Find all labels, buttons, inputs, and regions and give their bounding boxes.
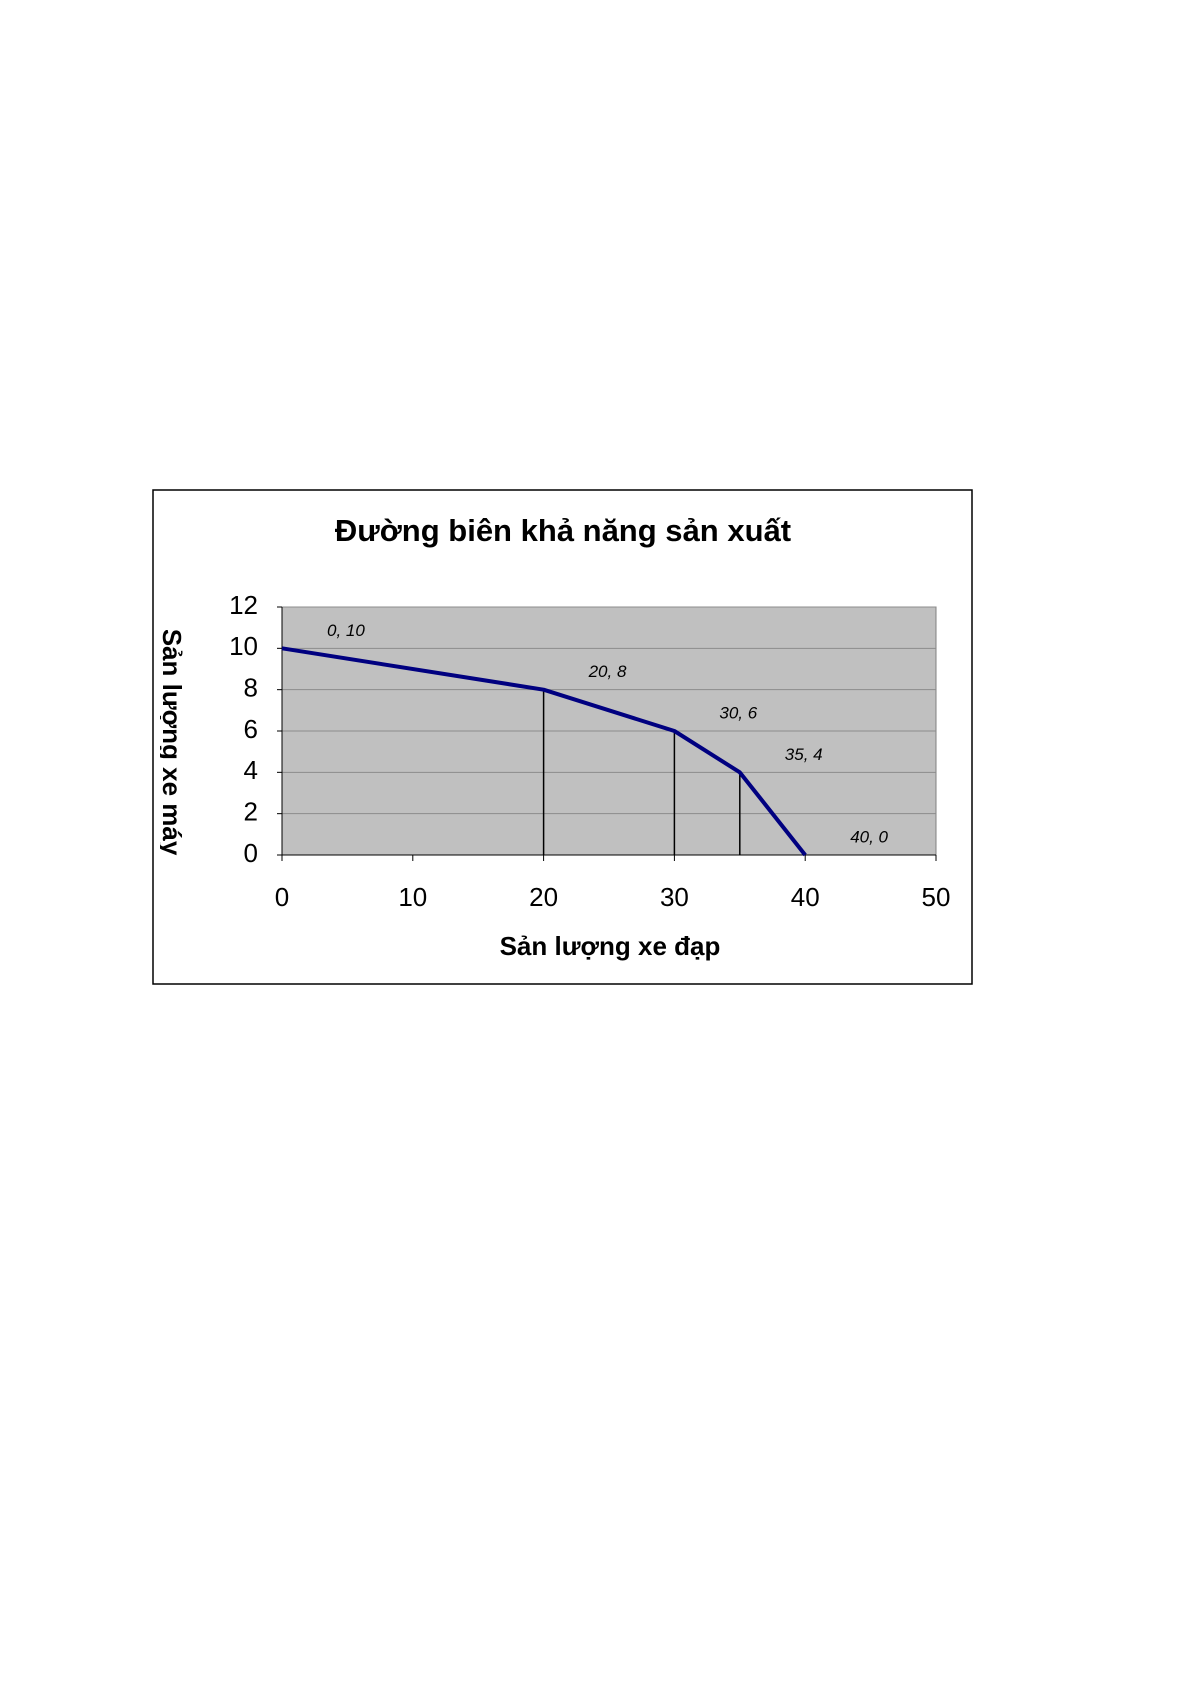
chart-title: Đường biên khả năng sản xuất [335, 513, 791, 548]
x-tick-label: 20 [529, 882, 558, 912]
series-line [281, 646, 807, 857]
data-label: 30, 6 [719, 703, 757, 722]
data-label: 0, 10 [327, 621, 365, 640]
x-tick-label: 50 [922, 882, 951, 912]
x-tick-label: 40 [791, 882, 820, 912]
x-tick-label: 0 [275, 882, 289, 912]
y-tick-label: 0 [244, 838, 258, 868]
data-label: 35, 4 [785, 745, 823, 764]
y-tick-label: 4 [244, 755, 258, 785]
x-tick-label: 10 [398, 882, 427, 912]
y-tick-label: 6 [244, 714, 258, 744]
y-tick-label: 8 [244, 673, 258, 703]
y-tick-label: 2 [244, 797, 258, 827]
data-label: 40, 0 [850, 827, 888, 846]
x-axis-label: Sản lượng xe đạp [500, 931, 721, 961]
x-tick-label: 30 [660, 882, 689, 912]
y-tick-label: 12 [229, 590, 258, 620]
y-tick-label: 10 [229, 631, 258, 661]
data-label: 20, 8 [588, 662, 627, 681]
y-axis-label: Sản lượng xe máy [157, 629, 187, 856]
